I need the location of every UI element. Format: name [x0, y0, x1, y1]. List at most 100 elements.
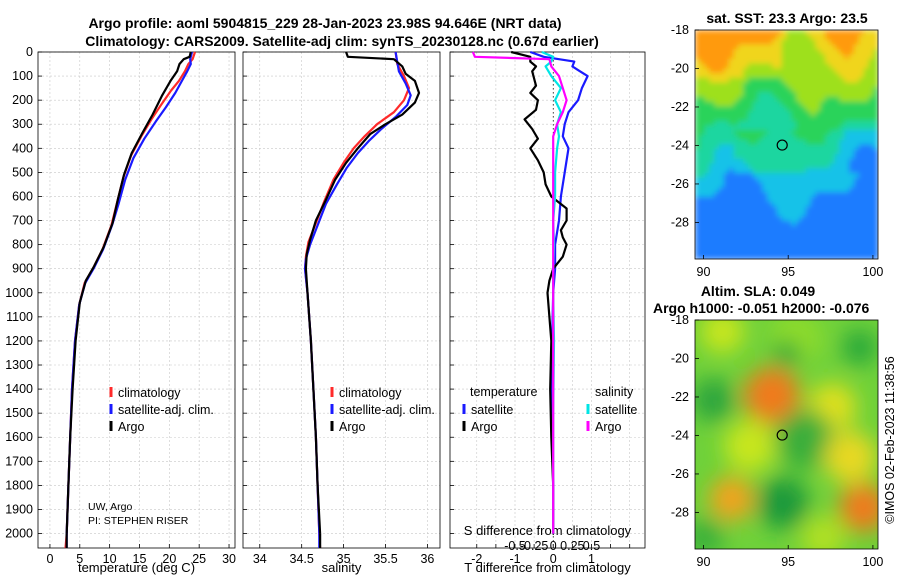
- sst-cell: [772, 101, 778, 107]
- sst-cell: [781, 249, 788, 255]
- sst-cell: [815, 39, 821, 45]
- sst-cell: [757, 125, 764, 131]
- sst-cell: [723, 239, 730, 246]
- sst-cell: [791, 125, 797, 131]
- sst-cell: [868, 125, 874, 131]
- sst-cell: [772, 34, 778, 41]
- sst-cell: [839, 92, 845, 98]
- sst-cell: [791, 111, 797, 117]
- sst-cell: [738, 92, 744, 98]
- sst-cell: [772, 39, 778, 45]
- sst-cell: [863, 53, 869, 60]
- sst-cell: [738, 173, 744, 179]
- sst-cell: [723, 196, 730, 203]
- sst-cell: [858, 134, 865, 141]
- sst-cell: [757, 49, 764, 55]
- sst-cell: [849, 249, 855, 255]
- sst-cell: [743, 44, 749, 50]
- sst-cell: [829, 125, 836, 131]
- sst-cell: [829, 192, 836, 198]
- sst-cell: [849, 34, 855, 41]
- sst-cell: [699, 158, 706, 165]
- sst-cell: [695, 139, 701, 146]
- legend-title-salinity: salinity: [595, 385, 634, 399]
- sst-cell: [815, 173, 821, 179]
- sst-cell: [853, 134, 860, 141]
- sst-cell: [834, 134, 841, 141]
- sst-cell: [714, 44, 720, 50]
- sst-cell: [820, 192, 826, 198]
- sst-cell: [747, 149, 754, 155]
- sst-cell: [868, 49, 874, 55]
- sst-cell: [762, 115, 768, 122]
- sst-cell: [858, 163, 865, 169]
- sst-cell: [810, 53, 816, 60]
- sst-cell: [723, 187, 730, 193]
- sst-cell: [834, 96, 841, 103]
- sst-cell: [747, 235, 754, 241]
- sst-cell: [719, 139, 725, 146]
- sst-cell: [762, 201, 768, 208]
- sla-map-title-line2: Argo h1000: -0.051 h2000: -0.076: [653, 300, 870, 316]
- sst-cell: [873, 206, 878, 212]
- sst-cell: [863, 201, 869, 208]
- sst-cell: [853, 206, 860, 212]
- sst-cell: [695, 34, 701, 41]
- sst-cell: [786, 87, 792, 93]
- sst-cell: [873, 230, 878, 236]
- sst-cell: [719, 225, 725, 231]
- sst-cell: [800, 68, 807, 74]
- sst-cell: [791, 149, 797, 155]
- sst-cell: [863, 82, 869, 88]
- sst-cell: [791, 144, 797, 150]
- sst-cell: [781, 192, 788, 198]
- sst-cell: [719, 34, 725, 41]
- sst-cell: [863, 158, 869, 165]
- sst-cell: [868, 173, 874, 179]
- sst-cell: [738, 53, 744, 60]
- sst-cell: [791, 49, 797, 55]
- sst-cell: [858, 39, 865, 45]
- sst-cell: [747, 125, 754, 131]
- sst-cell: [699, 72, 706, 79]
- sst-cell: [796, 220, 802, 227]
- sst-cell: [704, 130, 711, 136]
- sst-cell: [757, 149, 764, 155]
- sst-cell: [747, 216, 754, 222]
- sst-cell: [695, 111, 701, 117]
- sst-cell: [873, 101, 878, 107]
- sst-cell: [747, 96, 754, 103]
- sst-cell: [747, 72, 754, 79]
- sst-cell: [728, 225, 735, 231]
- sst-cell: [853, 53, 860, 60]
- sst-cell: [767, 96, 773, 103]
- sst-cell: [723, 63, 730, 69]
- sst-cell: [858, 225, 865, 231]
- sst-cell: [728, 144, 735, 150]
- x-tick-label: 36: [420, 552, 434, 566]
- sst-cell: [834, 111, 841, 117]
- sst-cell: [844, 244, 850, 251]
- sst-cell: [829, 220, 836, 227]
- sst-cell: [743, 30, 749, 36]
- sst-cell: [825, 244, 831, 251]
- sst-cell: [829, 244, 836, 251]
- sst-cell: [849, 30, 855, 36]
- sst-cell: [839, 211, 845, 217]
- sst-cell: [752, 225, 759, 231]
- sst-cell: [733, 92, 739, 98]
- sst-cell: [858, 77, 865, 84]
- sst-cell: [704, 125, 711, 131]
- sst-cell: [805, 101, 812, 107]
- sst-cell: [820, 96, 826, 103]
- sst-cell: [834, 149, 841, 155]
- sst-cell: [728, 168, 735, 174]
- sst-cell: [800, 63, 807, 69]
- sst-cell: [747, 168, 754, 174]
- sst-cell: [805, 168, 812, 174]
- sst-cell: [839, 163, 845, 169]
- sst-cell: [733, 144, 739, 150]
- sst-cell: [767, 134, 773, 141]
- sst-cell: [844, 158, 850, 165]
- sst-cell: [810, 130, 816, 136]
